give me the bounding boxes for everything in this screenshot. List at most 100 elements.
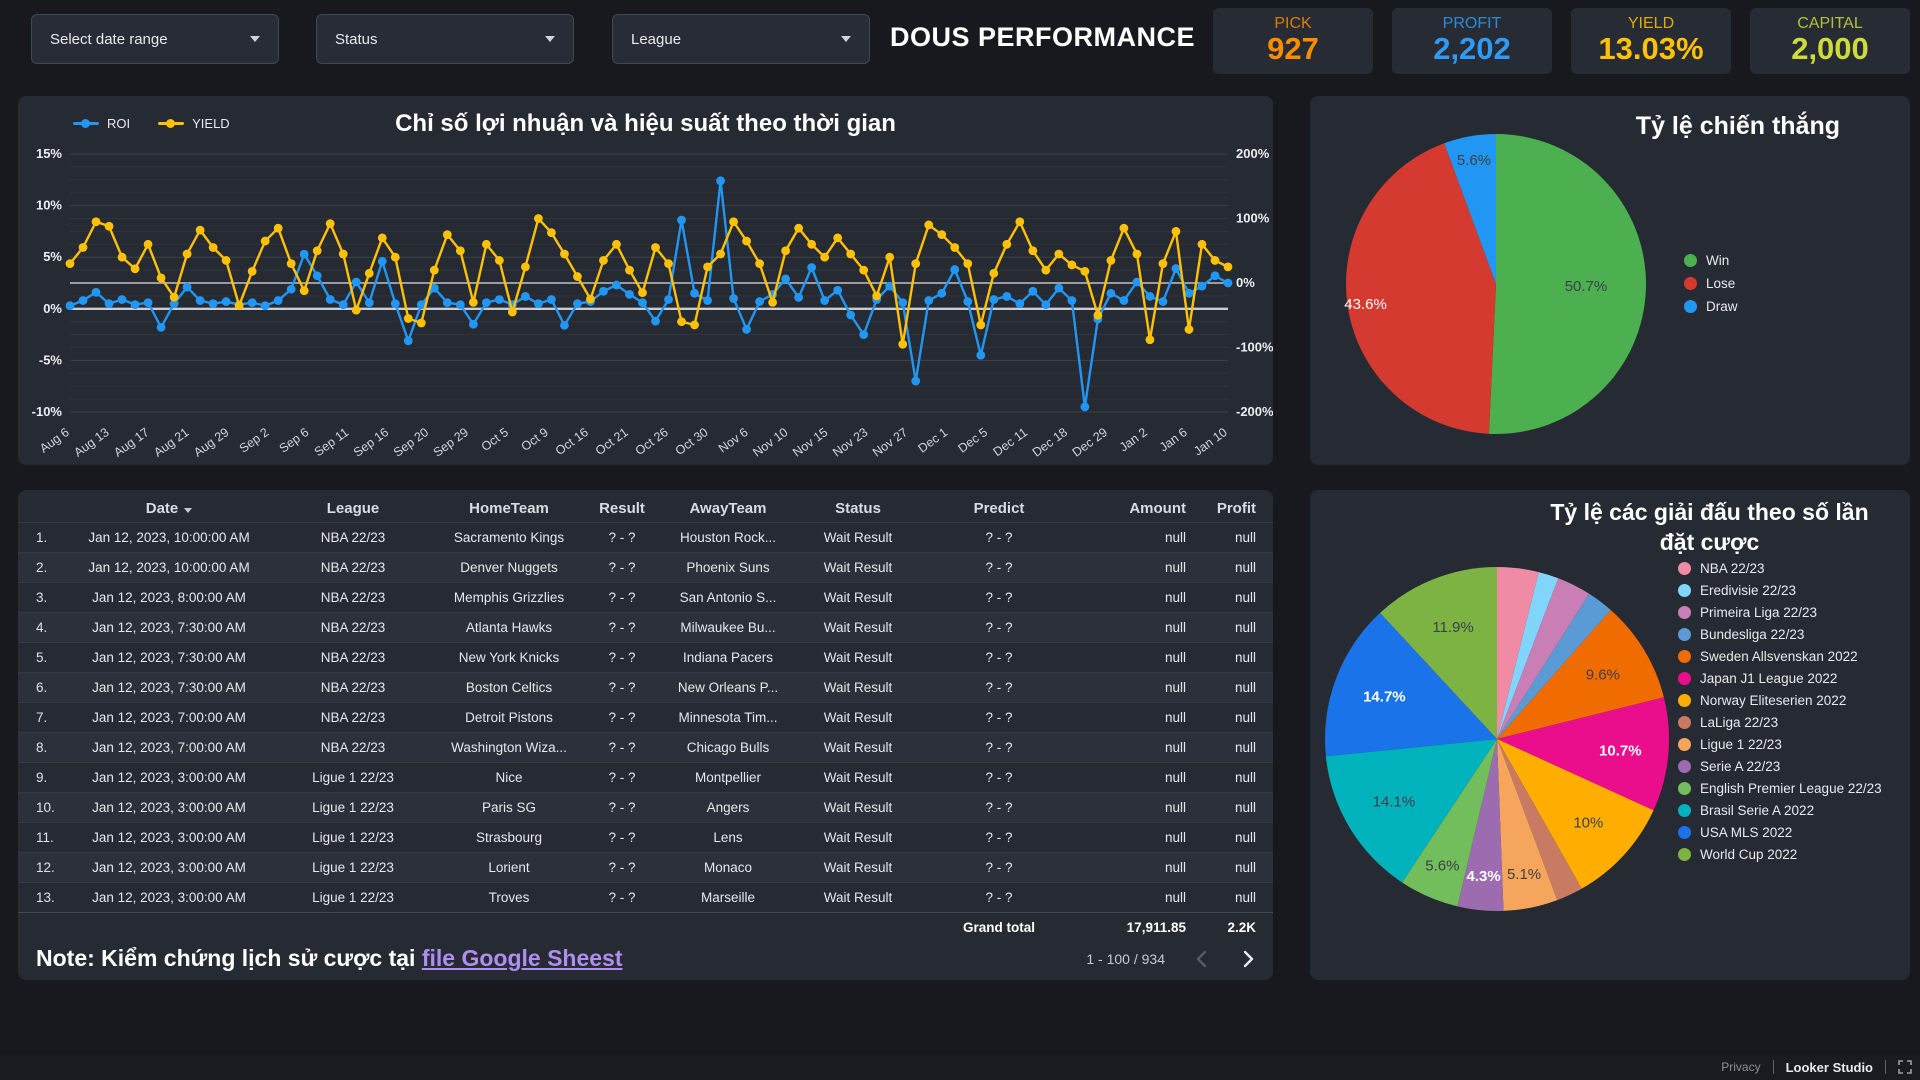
yield-data-point[interactable] — [1054, 249, 1064, 259]
legend-item[interactable]: Primeira Liga 22/23 — [1678, 604, 1900, 621]
legend-item[interactable]: Serie A 22/23 — [1678, 758, 1900, 775]
roi-data-point[interactable] — [794, 293, 804, 302]
roi-data-point[interactable] — [325, 295, 335, 304]
roi-data-point[interactable] — [481, 298, 491, 308]
table-row[interactable]: 9. Jan 12, 2023, 3:00:00 AM Ligue 1 22/23 N… — [18, 762, 1273, 792]
roi-data-point[interactable] — [976, 350, 986, 360]
fullscreen-icon[interactable] — [1898, 1060, 1912, 1074]
roi-data-point[interactable] — [442, 298, 452, 308]
yield-data-point[interactable] — [481, 239, 491, 249]
table-row[interactable]: 12. Jan 12, 2023, 3:00:00 AM Ligue 1 22/23… — [18, 852, 1273, 882]
legend-item[interactable]: Ligue 1 22/23 — [1678, 736, 1900, 753]
roi-data-point[interactable] — [195, 296, 205, 305]
roi-data-point[interactable] — [859, 330, 869, 339]
looker-studio-brand[interactable]: Looker Studio — [1785, 1059, 1873, 1075]
roi-data-point[interactable] — [1158, 297, 1168, 306]
roi-data-point[interactable] — [716, 176, 725, 186]
yield-data-point[interactable] — [755, 259, 764, 269]
roi-data-point[interactable] — [1132, 277, 1142, 287]
roi-data-point[interactable] — [1223, 278, 1233, 288]
yield-data-point[interactable] — [690, 320, 699, 330]
yield-data-point[interactable] — [807, 239, 817, 249]
pie-slice[interactable] — [1444, 134, 1496, 284]
roi-data-point[interactable] — [599, 286, 608, 296]
column-header-result[interactable]: Result — [599, 499, 645, 517]
roi-data-point[interactable] — [169, 299, 179, 309]
pie-slice[interactable] — [1325, 612, 1497, 757]
roi-data-point[interactable] — [1028, 286, 1038, 296]
pie-slice[interactable] — [1457, 739, 1504, 911]
roi-data-point[interactable] — [130, 300, 140, 310]
yield-data-point[interactable] — [976, 320, 986, 330]
roi-data-point[interactable] — [989, 295, 999, 304]
league-filter[interactable]: League — [612, 14, 870, 64]
yield-data-point[interactable] — [442, 230, 452, 240]
legend-item[interactable]: Bundesliga 22/23 — [1678, 626, 1900, 643]
yield-data-point[interactable] — [91, 217, 101, 227]
yield-data-point[interactable] — [638, 288, 647, 298]
next-page-button[interactable] — [1239, 948, 1257, 970]
roi-data-point[interactable] — [807, 263, 817, 272]
yield-data-point[interactable] — [1119, 223, 1129, 233]
yield-data-point[interactable] — [833, 233, 843, 243]
roi-data-point[interactable] — [612, 280, 621, 290]
yield-data-point[interactable] — [494, 256, 504, 265]
roi-data-point[interactable] — [364, 298, 374, 308]
yield-data-point[interactable] — [312, 246, 322, 256]
yield-data-point[interactable] — [169, 292, 179, 302]
yield-data-point[interactable] — [78, 243, 88, 252]
yield-data-point[interactable] — [781, 246, 791, 256]
roi-data-point[interactable] — [117, 295, 127, 304]
roi-data-point[interactable] — [690, 288, 699, 298]
yield-data-point[interactable] — [1041, 265, 1051, 275]
pie-slice[interactable] — [1497, 593, 1611, 739]
roi-data-point[interactable] — [429, 283, 439, 293]
pie-slice[interactable] — [1497, 739, 1582, 901]
yield-data-point[interactable] — [403, 314, 413, 323]
yield-data-point[interactable] — [716, 249, 725, 259]
roi-data-point[interactable] — [898, 298, 908, 308]
roi-data-point[interactable] — [820, 296, 830, 305]
pie-slice[interactable] — [1497, 609, 1664, 739]
yield-data-point[interactable] — [416, 318, 426, 328]
yield-data-point[interactable] — [1171, 227, 1181, 236]
yield-data-point[interactable] — [130, 264, 140, 274]
yield-data-point[interactable] — [560, 249, 569, 259]
roi-data-point[interactable] — [846, 310, 856, 320]
yield-data-point[interactable] — [364, 268, 374, 278]
table-row[interactable]: 3. Jan 12, 2023, 8:00:00 AM NBA 22/23 Memph… — [18, 582, 1273, 612]
yield-data-point[interactable] — [625, 265, 634, 275]
yield-data-point[interactable] — [599, 256, 608, 265]
yield-data-point[interactable] — [1002, 239, 1012, 249]
table-row[interactable]: 13. Jan 12, 2023, 3:00:00 AM Ligue 1 22/23… — [18, 882, 1273, 912]
yield-data-point[interactable] — [547, 228, 556, 238]
roi-data-point[interactable] — [351, 277, 361, 287]
pie-slice[interactable] — [1497, 697, 1669, 811]
yield-data-point[interactable] — [898, 339, 908, 349]
roi-data-point[interactable] — [1106, 288, 1116, 298]
yield-data-point[interactable] — [507, 307, 517, 317]
roi-data-point[interactable] — [937, 288, 947, 298]
yield-data-point[interactable] — [1145, 335, 1155, 345]
column-header-status[interactable]: Status — [835, 499, 881, 517]
roi-data-point[interactable] — [520, 292, 530, 301]
roi-data-point[interactable] — [781, 274, 791, 284]
yield-data-point[interactable] — [729, 217, 738, 227]
roi-data-point[interactable] — [416, 300, 426, 310]
yield-data-point[interactable] — [299, 286, 309, 296]
roi-data-point[interactable] — [755, 297, 764, 306]
table-row[interactable]: 5. Jan 12, 2023, 7:30:00 AM NBA 22/23 New Y… — [18, 642, 1273, 672]
yield-data-point[interactable] — [924, 220, 934, 230]
table-row[interactable]: 11. Jan 12, 2023, 3:00:00 AM Ligue 1 22/23… — [18, 822, 1273, 852]
yield-data-point[interactable] — [768, 297, 778, 307]
legend-item[interactable]: USA MLS 2022 — [1678, 824, 1900, 841]
roi-data-point[interactable] — [1080, 402, 1090, 412]
roi-data-point[interactable] — [338, 300, 348, 310]
yield-data-point[interactable] — [794, 223, 804, 233]
yield-data-point[interactable] — [885, 252, 895, 262]
roi-data-point[interactable] — [312, 271, 322, 281]
yield-data-point[interactable] — [677, 317, 686, 327]
yield-data-point[interactable] — [1093, 310, 1103, 320]
yield-data-point[interactable] — [820, 252, 830, 262]
roi-data-point[interactable] — [182, 282, 192, 292]
